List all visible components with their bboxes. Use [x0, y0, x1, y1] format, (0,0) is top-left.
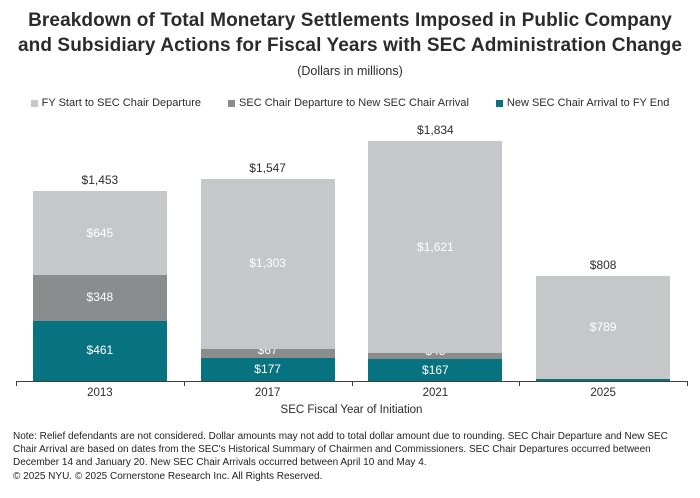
legend-item-arrival-to-fy-end: New SEC Chair Arrival to FY End	[495, 97, 670, 109]
copyright-line: © 2025 NYU. © 2025 Cornerstone Research …	[13, 471, 323, 482]
bar-total-label: $1,834	[417, 123, 454, 138]
x-axis-tick	[519, 381, 521, 386]
legend-label: New SEC Chair Arrival to FY End	[506, 97, 670, 109]
bar-total-label: $1,453	[81, 172, 119, 187]
bar-group-2025: $15$789$808	[536, 131, 671, 381]
chart-legend: FY Start to SEC Chair Departure SEC Chai…	[0, 97, 700, 109]
legend-swatch-icon	[495, 99, 503, 107]
bar-segment	[368, 141, 503, 354]
bar-total-label: $1,547	[249, 160, 286, 175]
x-tick-label: 2021	[422, 387, 449, 399]
bar-segment	[368, 359, 503, 381]
bar-segment	[32, 320, 167, 381]
bar-segment	[368, 353, 503, 360]
bar-segment	[536, 275, 671, 379]
chart-subtitle: (Dollars in millions)	[297, 64, 403, 78]
x-axis-tick	[183, 381, 185, 386]
footnote: Note: Relief defendants are not consider…	[13, 431, 668, 468]
legend-item-fy-start-to-departure: FY Start to SEC Chair Departure	[30, 97, 202, 109]
x-tick-label: 2017	[254, 387, 281, 399]
bar-segment	[200, 349, 335, 358]
x-axis-title: SEC Fiscal Year of Initiation	[280, 404, 423, 416]
bar-segment	[32, 275, 167, 321]
x-axis-tick	[351, 381, 353, 386]
bar-group-2021: $167$45$1,621$1,834	[368, 123, 503, 381]
legend-label: FY Start to SEC Chair Departure	[41, 97, 202, 109]
x-axis-tick-labels: 2013 2017 2021 2025	[16, 387, 687, 399]
bar-total-label: $808	[589, 257, 617, 272]
bar-segment	[32, 190, 167, 276]
legend-item-departure-to-arrival: SEC Chair Departure to New SEC Chair Arr…	[228, 97, 469, 109]
legend-swatch-icon	[30, 99, 38, 107]
bar-group-2013: $461 $348 $645 $1,453	[32, 131, 167, 381]
x-axis-tick	[16, 381, 17, 386]
legend-swatch-icon	[228, 99, 236, 107]
bar-segment	[200, 178, 335, 350]
x-tick-label: 2013	[87, 387, 113, 399]
chart-title: Breakdown of Total Monetary Settlements …	[17, 10, 683, 56]
x-axis-tick	[687, 381, 688, 386]
legend-label: SEC Chair Departure to New SEC Chair Arr…	[239, 97, 469, 109]
bar-segment	[536, 379, 671, 381]
x-tick-label: 2025	[590, 387, 616, 399]
bar-group-2017: $177 $67 $1,303 $1,547	[200, 131, 335, 381]
bar-segment	[200, 357, 335, 381]
chart-plot-area: $461 $348 $645 $1,453 $177 $67 $1,303 $1,547 $16…	[16, 123, 687, 381]
